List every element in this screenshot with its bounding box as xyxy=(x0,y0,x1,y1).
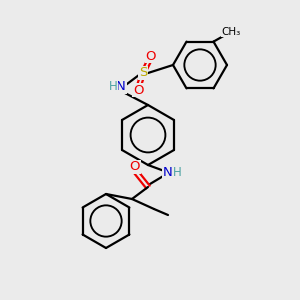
Text: O: O xyxy=(146,50,156,62)
Text: S: S xyxy=(139,67,147,80)
Text: H: H xyxy=(109,80,117,92)
Text: O: O xyxy=(130,160,140,173)
Text: CH₃: CH₃ xyxy=(222,27,241,37)
Text: N: N xyxy=(163,167,173,179)
Text: H: H xyxy=(172,166,182,178)
Text: O: O xyxy=(133,83,143,97)
Text: N: N xyxy=(116,80,126,94)
